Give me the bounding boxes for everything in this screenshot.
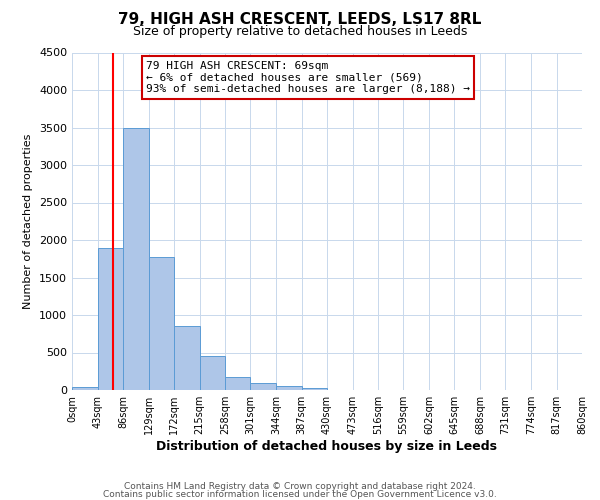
Text: 79, HIGH ASH CRESCENT, LEEDS, LS17 8RL: 79, HIGH ASH CRESCENT, LEEDS, LS17 8RL [118, 12, 482, 28]
Bar [123, 128, 149, 390]
X-axis label: Distribution of detached houses by size in Leeds: Distribution of detached houses by size … [157, 440, 497, 453]
Text: Contains HM Land Registry data © Crown copyright and database right 2024.: Contains HM Land Registry data © Crown c… [124, 482, 476, 491]
Bar [149, 256, 174, 390]
Text: Contains public sector information licensed under the Open Government Licence v3: Contains public sector information licen… [103, 490, 497, 499]
Bar [199, 356, 225, 390]
Bar [251, 383, 276, 390]
Bar [225, 376, 251, 390]
Bar [97, 248, 123, 390]
Bar [174, 326, 199, 390]
Bar [276, 386, 302, 390]
Bar [302, 388, 327, 390]
Bar [72, 387, 97, 390]
Text: 79 HIGH ASH CRESCENT: 69sqm
← 6% of detached houses are smaller (569)
93% of sem: 79 HIGH ASH CRESCENT: 69sqm ← 6% of deta… [146, 61, 470, 94]
Y-axis label: Number of detached properties: Number of detached properties [23, 134, 34, 309]
Text: Size of property relative to detached houses in Leeds: Size of property relative to detached ho… [133, 25, 467, 38]
